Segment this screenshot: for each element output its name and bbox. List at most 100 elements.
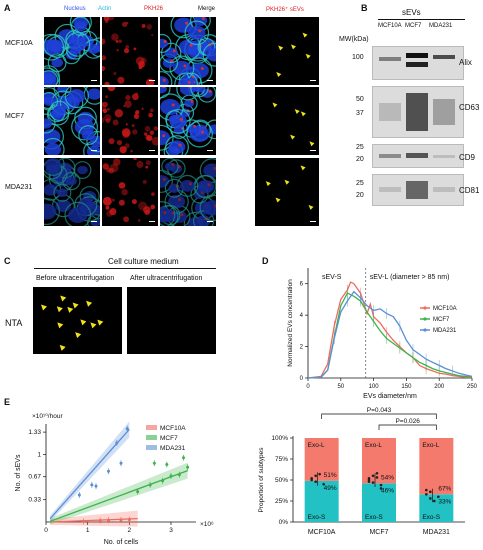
x-tick-label: 150 xyxy=(401,384,412,390)
mw-cd63-50: 50 xyxy=(356,96,364,103)
segment-label-exo-l: Exo-L xyxy=(308,442,325,449)
arrow-icon xyxy=(75,332,82,339)
legend-swatch xyxy=(146,445,157,450)
arrow-icon xyxy=(265,181,271,187)
scale-bar xyxy=(149,79,155,81)
data-point xyxy=(165,463,169,467)
blot-header-sevs: sEVs xyxy=(402,8,421,17)
fit-line-mcf7 xyxy=(49,470,188,522)
bar-exo-s-mda231 xyxy=(419,494,454,522)
y-tick-label: 2 xyxy=(300,345,304,351)
size-distribution-chart: 0 50 100 150 200 250 0 2 4 6 EVs diameter/nm Normal… xyxy=(287,268,478,400)
data-dot xyxy=(429,490,432,494)
col-header-nucleus: Nucleus xyxy=(64,6,86,12)
x-multiplier: ×10⁶ xyxy=(200,521,214,528)
data-dot xyxy=(425,488,428,492)
value-label-exo-l: 54% xyxy=(381,474,394,481)
y-tick-label: 25% xyxy=(275,498,288,505)
data-dot xyxy=(371,481,375,484)
y-tick-label: 4 xyxy=(300,313,304,319)
y-tick-label: 50% xyxy=(275,477,288,484)
blot-cd9 xyxy=(372,144,464,168)
value-label-exo-s: 46% xyxy=(381,487,394,494)
blot-alix xyxy=(372,46,464,80)
marker-cd63: CD63 xyxy=(459,103,480,112)
arrow-icon xyxy=(86,300,93,307)
panel-label-b: B xyxy=(361,3,368,13)
arrow-icon xyxy=(67,306,74,313)
arrow-icon xyxy=(59,344,66,351)
arrow-icon xyxy=(309,141,315,147)
data-point xyxy=(182,456,185,460)
data-dot xyxy=(322,482,325,486)
scale-bar xyxy=(91,220,97,222)
x-tick-label: 50 xyxy=(337,384,344,390)
bar-exo-l-mda231 xyxy=(419,438,454,495)
nta-row-label: NTA xyxy=(5,318,23,328)
y-tick-label: 0.67 xyxy=(28,474,41,481)
x-tick-label: 250 xyxy=(467,384,478,390)
data-point xyxy=(94,484,98,488)
data-point xyxy=(136,490,140,494)
micrograph-nuc-0 xyxy=(44,17,100,85)
data-dot xyxy=(314,480,317,483)
scale-bar xyxy=(91,79,97,81)
scale-bar xyxy=(91,149,97,151)
data-dot xyxy=(367,478,371,482)
y-tick-label: 75% xyxy=(275,456,288,463)
series-line-mda231 xyxy=(307,290,473,379)
x-category-label: MCF10A xyxy=(308,529,336,536)
scale-bar xyxy=(310,220,316,222)
col-header-merge: Merge xyxy=(198,6,216,12)
panel-label-e: E xyxy=(4,397,11,407)
data-point xyxy=(115,441,119,445)
micrograph-nuc-2 xyxy=(44,158,100,226)
data-point xyxy=(107,469,110,473)
data-point xyxy=(82,519,85,523)
y-tick-label: 1 xyxy=(37,451,41,458)
legend-label-mda231: MDA231 xyxy=(160,445,186,452)
legend-label-mda231: MDA231 xyxy=(433,328,457,334)
value-label-exo-s: 49% xyxy=(324,485,337,492)
data-dot xyxy=(437,495,440,499)
data-point xyxy=(177,473,181,477)
data-point xyxy=(119,518,123,522)
segment-label-exo-s: Exo-S xyxy=(365,514,383,521)
arrow-icon xyxy=(90,322,97,329)
mw-label: MW(kDa) xyxy=(339,36,369,43)
scale-bar xyxy=(310,79,316,81)
value-label-exo-l: 51% xyxy=(324,472,337,479)
legend-marker xyxy=(423,328,427,332)
x-axis-label: No. of cells xyxy=(104,539,139,546)
legend-marker xyxy=(423,317,427,321)
marker-cd81: CD81 xyxy=(459,186,480,195)
arrow-icon xyxy=(294,108,300,114)
arrow-icon xyxy=(276,72,282,78)
nta-before-label: Before ultracentrifugation xyxy=(36,275,115,282)
arrow-icon xyxy=(57,322,64,329)
micrograph-sev-0 xyxy=(255,17,319,85)
sevs-vs-cells-chart: 0 1 2 3 0.33 0.67 1 1.33 ×10¹⁰/hour ×10⁶ No. of ce… xyxy=(15,413,214,546)
blot-header-line xyxy=(378,19,465,20)
scale-bar xyxy=(149,149,155,151)
arrow-icon xyxy=(80,319,87,326)
micrograph-sev-2 xyxy=(255,158,319,226)
segment-label-exo-s: Exo-S xyxy=(422,514,440,521)
x-category-label: MDA231 xyxy=(423,529,450,536)
y-axis-label: No. of sEVs xyxy=(15,454,22,491)
data-point xyxy=(107,518,110,522)
micrograph-merge-1 xyxy=(160,87,216,155)
data-point xyxy=(127,518,131,522)
col-header-sevs: PKH26⁺ sEVs xyxy=(266,7,304,13)
arrow-icon xyxy=(290,134,296,140)
arrow-icon xyxy=(284,179,290,185)
nta-title: Cell culture medium xyxy=(108,257,179,266)
blot-cd81 xyxy=(372,174,464,206)
data-dot xyxy=(318,472,321,476)
marker-alix: Alix xyxy=(459,58,472,67)
bar-exo-s-mcf7 xyxy=(362,483,396,522)
data-dot xyxy=(375,471,379,475)
significance-label: P=0.043 xyxy=(367,407,392,414)
segment-label-exo-s: Exo-S xyxy=(308,514,326,521)
blot-cd63 xyxy=(372,86,464,138)
